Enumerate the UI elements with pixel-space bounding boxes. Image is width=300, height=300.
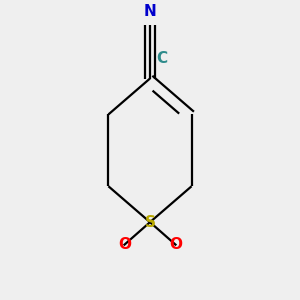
Text: C: C: [157, 50, 168, 65]
Text: S: S: [145, 215, 155, 230]
Text: O: O: [169, 237, 182, 252]
Text: O: O: [118, 237, 131, 252]
Text: N: N: [144, 4, 156, 19]
